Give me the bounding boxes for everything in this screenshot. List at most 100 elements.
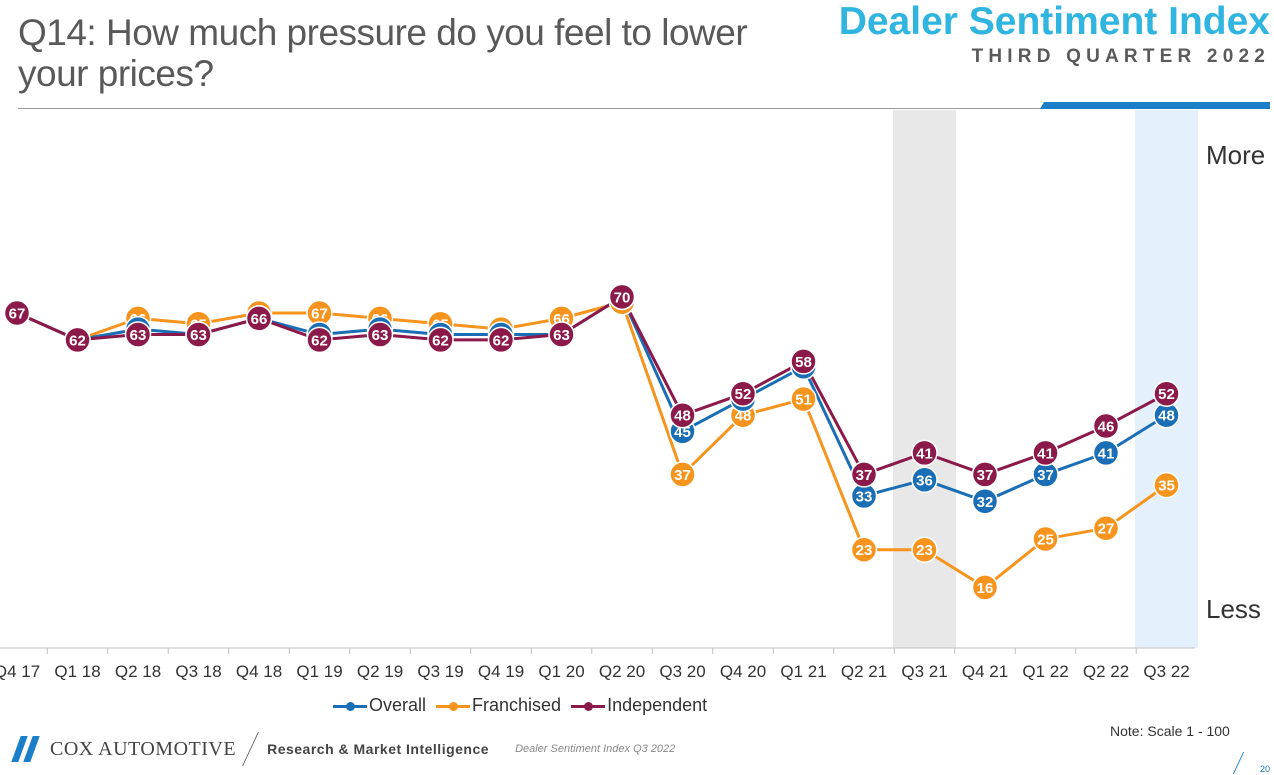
data-label-franchised: 16	[977, 580, 994, 597]
data-point-franchised	[911, 536, 938, 563]
division-name: Research & Market Intelligence	[267, 741, 490, 757]
x-tick-label: Q1 20	[538, 662, 584, 681]
data-label-overall: 48	[1158, 408, 1175, 425]
data-label-independent: 63	[190, 327, 207, 344]
data-point-franchised	[669, 461, 696, 488]
data-label-independent: 63	[372, 327, 389, 344]
data-point-franchised	[790, 385, 817, 413]
cox-logo-icon	[10, 736, 44, 762]
data-point-independent	[850, 461, 878, 488]
data-label-franchised: 35	[1158, 478, 1175, 495]
data-point-independent	[245, 305, 273, 332]
data-label-independent: 41	[916, 445, 933, 462]
x-tick-label: Q3 19	[417, 662, 463, 681]
legend-label-franchised: Franchised	[472, 695, 562, 715]
data-label-franchised: 48	[735, 408, 752, 425]
data-label-independent: 62	[493, 332, 510, 349]
data-label-independent: 46	[1098, 418, 1115, 435]
data-point-independent	[971, 461, 999, 488]
data-label-independent: 37	[977, 467, 994, 484]
x-tick-label: Q1 21	[780, 662, 826, 681]
header-rule	[18, 108, 1270, 109]
x-tick-label: Q4 21	[962, 662, 1008, 681]
brand-subtitle: THIRD QUARTER 2022	[971, 46, 1270, 67]
data-label-independent: 62	[432, 332, 449, 349]
x-tick-label: Q4 20	[720, 662, 766, 681]
data-label-independent: 41	[1037, 445, 1054, 462]
x-tick-label: Q2 22	[1083, 662, 1129, 681]
data-point-franchised	[971, 574, 999, 601]
data-point-overall	[911, 466, 938, 494]
legend-swatch-independent	[571, 698, 606, 714]
data-label-independent: 70	[614, 289, 631, 306]
x-tick-label: Q3 21	[901, 662, 947, 681]
x-tick-label: Q3 18	[175, 662, 221, 681]
data-point-independent	[366, 321, 394, 348]
data-label-franchised: 25	[1037, 531, 1054, 548]
data-label-franchised: 37	[674, 467, 691, 484]
data-label-franchised: 27	[1098, 521, 1115, 538]
data-label-independent: 52	[1158, 386, 1175, 403]
data-label-independent: 62	[311, 332, 328, 349]
data-label-franchised: 67	[311, 306, 328, 323]
data-label-independent: 63	[553, 327, 570, 344]
legend-label-independent: Independent	[607, 695, 708, 715]
data-label-overall: 45	[674, 424, 691, 441]
x-tick-label: Q2 21	[841, 662, 887, 681]
data-point-franchised	[1032, 525, 1059, 553]
data-point-franchised	[1092, 514, 1120, 542]
data-label-independent: 67	[9, 306, 26, 323]
legend-label-overall: Overall	[369, 695, 427, 715]
footer-divider	[242, 732, 260, 766]
axis-label-less: Less	[1206, 594, 1261, 624]
x-tick-label: Q2 20	[599, 662, 645, 681]
x-tick-label: Q4 19	[478, 662, 524, 681]
legend-swatch-overall	[333, 698, 367, 714]
brand-name: Dealer Sentiment Index	[838, 0, 1270, 43]
chart-legend: Overall Franchised Independent	[333, 695, 707, 716]
legend-item-franchised: Franchised	[436, 695, 561, 716]
data-label-franchised: 23	[856, 542, 873, 559]
x-tick-label: Q4 18	[236, 662, 282, 681]
data-point-independent	[548, 321, 575, 348]
data-label-independent: 63	[130, 327, 147, 344]
data-point-independent	[306, 326, 333, 354]
highlight-column-q3-22	[1135, 110, 1198, 648]
legend-item-independent: Independent	[571, 695, 707, 716]
series-line-franchised	[16, 300, 1168, 589]
brand-header: Dealer Sentiment Index THIRD QUARTER 202…	[839, 0, 1270, 68]
data-point-independent	[669, 401, 696, 429]
data-point-independent	[911, 439, 938, 467]
axis-label-more: More	[1206, 140, 1266, 170]
data-label-overall: 36	[916, 472, 933, 489]
x-tick-label: Q3 20	[659, 662, 705, 681]
data-label-overall: 32	[977, 494, 994, 511]
data-point-independent	[1153, 380, 1180, 407]
data-point-franchised	[1153, 471, 1180, 499]
data-label-franchised: 51	[795, 392, 812, 409]
data-point-independent	[729, 380, 757, 407]
header-accent-bar	[1040, 102, 1270, 109]
data-point-independent	[1032, 439, 1059, 467]
footer: COX AUTOMOTIVE Research & Market Intelli…	[10, 732, 675, 766]
data-point-independent	[3, 299, 31, 327]
data-point-independent	[124, 321, 152, 348]
data-point-independent	[790, 348, 817, 375]
data-point-independent	[1092, 412, 1120, 440]
data-point-overall	[971, 488, 999, 515]
scale-note: Note: Scale 1 - 100	[1110, 723, 1230, 739]
data-label-independent: 52	[735, 386, 752, 403]
x-tick-label: Q1 19	[296, 662, 342, 681]
x-tick-label: Q1 22	[1022, 662, 1068, 681]
company-name: COX AUTOMOTIVE	[50, 737, 237, 760]
data-label-independent: 66	[251, 311, 268, 328]
data-point-franchised	[850, 536, 878, 563]
data-label-independent: 37	[856, 467, 873, 484]
data-label-overall: 33	[856, 488, 873, 505]
data-label-overall: 41	[1098, 445, 1115, 462]
data-point-independent	[608, 283, 636, 311]
legend-item-overall: Overall	[333, 695, 426, 716]
data-point-independent	[64, 326, 91, 354]
report-name: Dealer Sentiment Index Q3 2022	[515, 743, 676, 755]
